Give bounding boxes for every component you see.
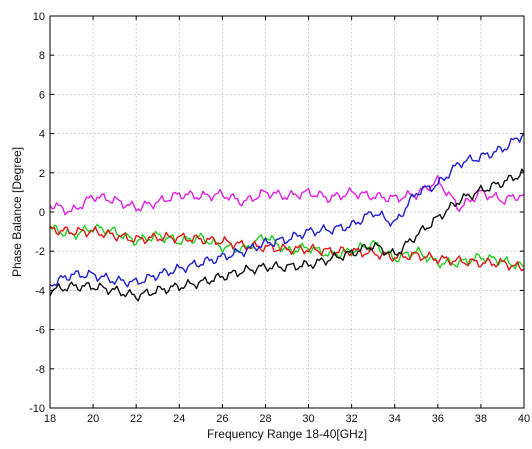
x-tick-label: 30 bbox=[302, 413, 314, 425]
y-tick-label: 6 bbox=[39, 89, 45, 101]
x-tick-label: 28 bbox=[259, 413, 271, 425]
y-tick-label: -2 bbox=[35, 246, 45, 258]
y-tick-label: -8 bbox=[35, 364, 45, 376]
x-tick-label: 32 bbox=[346, 413, 358, 425]
y-tick-label: -4 bbox=[35, 285, 45, 297]
series-line-4 bbox=[49, 168, 525, 302]
y-tick-label: -10 bbox=[29, 403, 45, 415]
series-layer bbox=[49, 133, 525, 302]
series-line-2 bbox=[49, 225, 525, 272]
y-tick-label: 0 bbox=[39, 207, 45, 219]
x-tick-labels: 18 20 22 24 26 28 30 32 34 36 38 40 bbox=[44, 413, 530, 425]
y-tick-label: 10 bbox=[33, 11, 45, 23]
y-tick-label: 4 bbox=[39, 129, 45, 141]
x-tick-label: 26 bbox=[216, 413, 228, 425]
grid-lines bbox=[50, 16, 524, 408]
x-axis-label: Frequency Range 18-40[GHz] bbox=[207, 427, 367, 441]
y-tick-labels: 10 8 6 4 2 0 -2 -4 -6 -8 -10 bbox=[29, 11, 45, 415]
x-tick-label: 24 bbox=[173, 413, 185, 425]
series-line-3 bbox=[49, 133, 525, 288]
x-tick-label: 36 bbox=[432, 413, 444, 425]
y-tick-label: -6 bbox=[35, 325, 45, 337]
y-tick-label: 8 bbox=[39, 50, 45, 62]
y-axis-label: Phase Balance [Degree] bbox=[10, 147, 24, 277]
x-tick-label: 18 bbox=[44, 413, 56, 425]
x-tick-label: 34 bbox=[389, 413, 401, 425]
x-tick-label: 40 bbox=[518, 413, 530, 425]
series-line-0 bbox=[49, 174, 525, 216]
x-tick-label: 38 bbox=[475, 413, 487, 425]
y-tick-label: 2 bbox=[39, 168, 45, 180]
x-tick-label: 20 bbox=[87, 413, 99, 425]
x-tick-label: 22 bbox=[130, 413, 142, 425]
ticks bbox=[49, 15, 525, 409]
